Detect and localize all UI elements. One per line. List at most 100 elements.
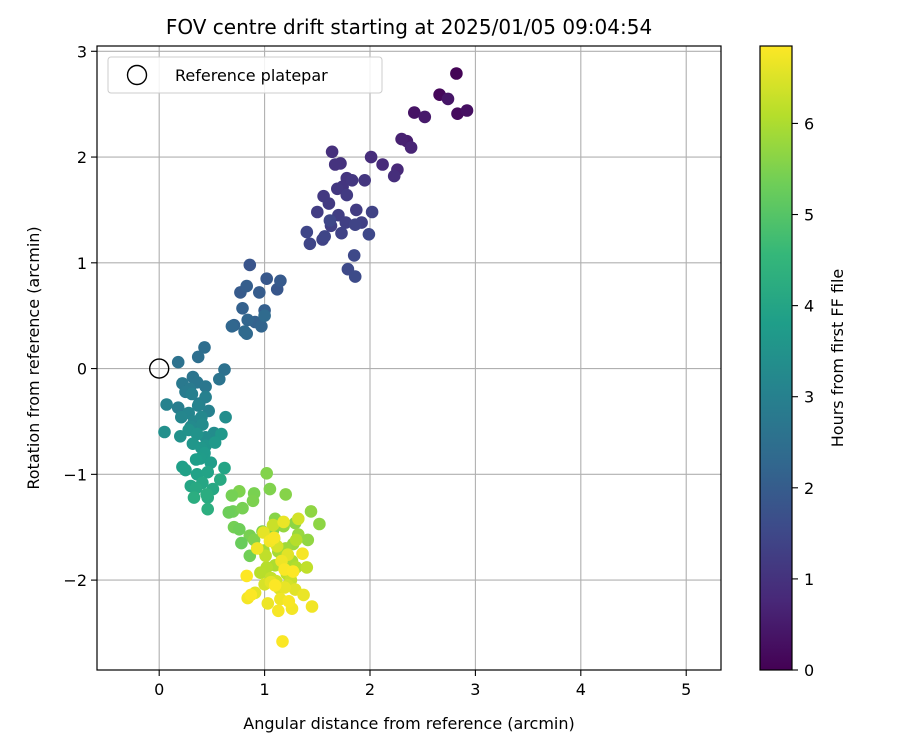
y-tick-label: 0 <box>77 360 87 379</box>
data-point <box>345 174 359 187</box>
data-point <box>219 410 232 424</box>
data-point <box>292 512 305 526</box>
y-axis-label: Rotation from reference (arcmin) <box>24 226 43 489</box>
data-point <box>250 542 264 555</box>
data-point <box>260 467 274 480</box>
data-point <box>395 132 408 146</box>
data-point <box>305 600 319 613</box>
data-point <box>258 309 271 323</box>
data-point <box>325 145 339 159</box>
data-point <box>300 225 314 239</box>
colorbar-label: Hours from first FF file <box>828 269 847 448</box>
data-point <box>236 501 249 515</box>
data-point <box>441 92 455 106</box>
data-points <box>158 67 474 648</box>
data-point <box>301 533 315 547</box>
data-point <box>175 410 188 424</box>
y-tick-label: −1 <box>63 465 87 484</box>
colorbar-ticks: 0 1 2 3 4 5 6 <box>792 114 814 680</box>
data-point <box>218 363 231 376</box>
data-point <box>376 158 389 171</box>
colorbar-tick-label: 6 <box>804 114 814 133</box>
colorbar-tick-label: 3 <box>804 388 814 407</box>
data-point <box>243 258 257 272</box>
data-point <box>313 517 326 531</box>
data-point <box>263 482 277 496</box>
data-point <box>364 150 378 164</box>
data-point <box>279 488 293 501</box>
data-point <box>254 566 267 579</box>
colorbar: 0 1 2 3 4 5 6 Hours from first FF file <box>759 45 847 680</box>
data-point <box>323 214 337 227</box>
data-point <box>277 515 290 529</box>
data-point <box>261 597 275 610</box>
data-point <box>418 110 432 124</box>
reference-marker <box>148 358 170 379</box>
data-point <box>362 228 376 241</box>
data-point <box>282 595 296 608</box>
data-point <box>358 174 372 187</box>
data-point <box>214 473 227 486</box>
y-tick-label: 2 <box>77 148 87 167</box>
data-point <box>191 350 205 364</box>
data-point <box>200 488 213 501</box>
data-point <box>236 302 249 315</box>
colorbar-tick-label: 4 <box>804 297 814 316</box>
data-point <box>185 387 199 401</box>
colorbar-tick-label: 0 <box>804 661 814 680</box>
data-point <box>187 491 201 504</box>
data-point <box>240 569 253 583</box>
data-point <box>450 67 463 80</box>
x-tick-label: 4 <box>576 680 586 699</box>
x-axis-label: Angular distance from reference (arcmin) <box>243 714 574 733</box>
data-point <box>189 481 203 495</box>
y-tick-label: 3 <box>77 42 87 61</box>
data-point <box>204 456 218 470</box>
data-point <box>196 418 209 431</box>
data-point <box>266 518 280 532</box>
data-point <box>244 588 258 602</box>
data-point <box>171 355 185 369</box>
data-point <box>238 325 251 338</box>
y-tick-label: 1 <box>77 254 87 273</box>
colorbar-tick-label: 2 <box>804 479 814 498</box>
data-point <box>268 579 282 592</box>
data-point <box>213 372 226 386</box>
data-point <box>322 197 336 210</box>
data-point <box>296 547 309 560</box>
data-point <box>304 505 318 518</box>
chart-title: FOV centre drift starting at 2025/01/05 … <box>166 15 652 39</box>
data-point <box>198 341 211 354</box>
data-point <box>201 502 214 516</box>
colorbar-tick-label: 5 <box>804 206 814 225</box>
data-point <box>267 531 281 545</box>
data-point <box>241 313 254 327</box>
data-point <box>222 506 236 519</box>
data-point <box>289 533 303 547</box>
x-tick-label: 5 <box>681 680 691 699</box>
data-point <box>276 635 289 648</box>
data-point <box>451 107 464 120</box>
data-point <box>303 237 317 251</box>
data-point <box>201 465 214 479</box>
data-point <box>218 461 231 475</box>
data-point <box>365 205 379 219</box>
data-point <box>387 169 401 183</box>
data-point <box>339 216 353 229</box>
data-point <box>300 561 314 574</box>
colorbar-tick-label: 1 <box>804 570 814 589</box>
data-point <box>199 390 212 404</box>
data-point <box>191 399 205 412</box>
colorbar-gradient <box>760 46 792 670</box>
data-point <box>311 205 324 219</box>
data-point <box>189 453 203 466</box>
plot-area: 0 1 2 3 4 5 −2 −1 0 1 2 3 Reference platepar <box>63 42 722 699</box>
legend-box <box>107 56 383 94</box>
data-point <box>179 463 192 477</box>
legend-marker <box>126 64 148 86</box>
data-point <box>240 279 253 293</box>
data-point <box>225 320 239 333</box>
data-point <box>225 489 239 502</box>
colorbar-frame <box>759 45 793 671</box>
